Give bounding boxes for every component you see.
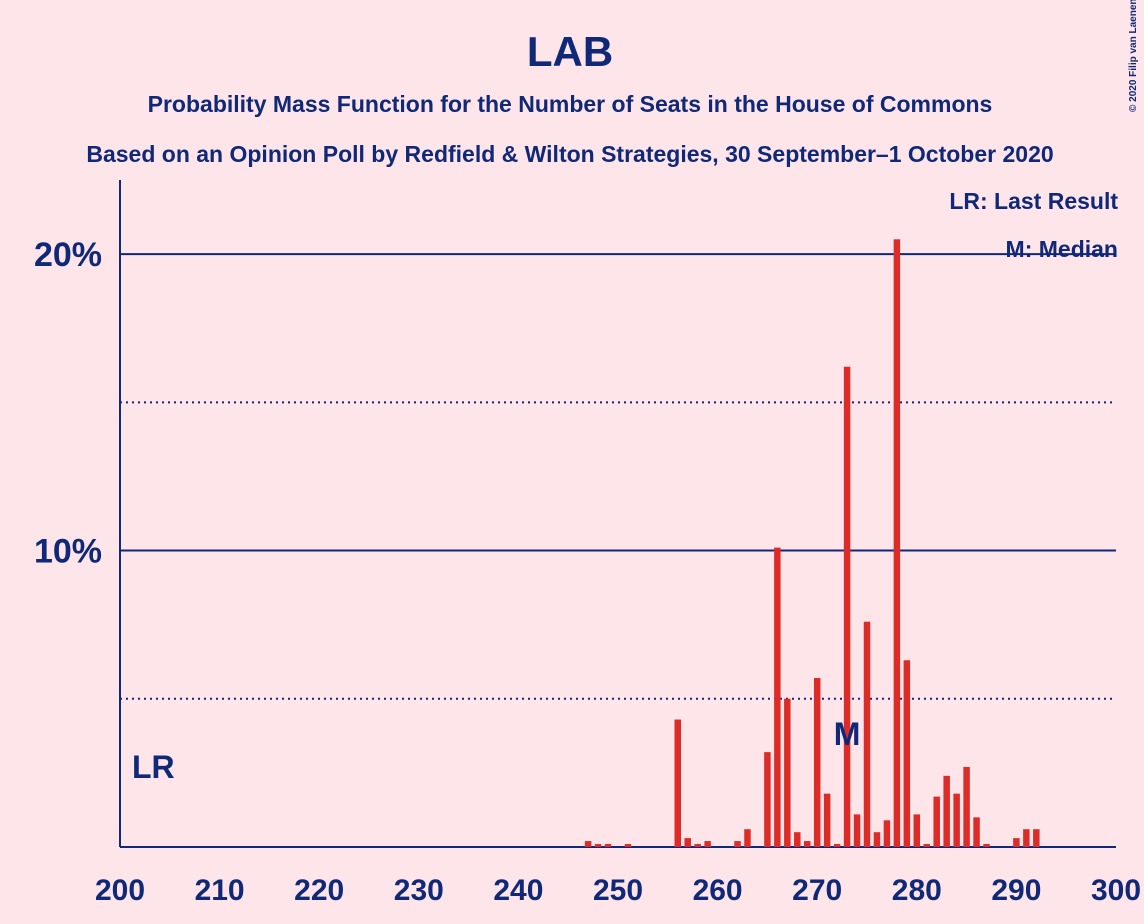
bar <box>833 844 841 847</box>
legend-entry: LR: Last Result <box>949 188 1118 214</box>
bar <box>794 832 801 847</box>
annotation: M <box>834 716 861 752</box>
legend-entry: M: Median <box>1006 236 1118 262</box>
bar <box>624 844 632 847</box>
bar <box>734 841 741 847</box>
bar <box>893 239 901 848</box>
bar <box>704 841 711 847</box>
bar <box>804 841 811 847</box>
bar <box>903 660 911 847</box>
bar <box>963 766 970 847</box>
x-tick-label: 260 <box>693 874 743 907</box>
bar <box>1033 829 1040 847</box>
bar <box>744 829 751 847</box>
x-tick-label: 300 <box>1091 874 1141 907</box>
bar <box>953 793 960 847</box>
bar <box>694 844 701 847</box>
bar <box>813 678 821 847</box>
bar <box>1023 829 1030 847</box>
x-tick-label: 240 <box>493 874 543 907</box>
chart-subtitle: Probability Mass Function for the Number… <box>148 91 993 117</box>
x-tick-label: 250 <box>593 874 643 907</box>
bar <box>923 844 930 847</box>
bar <box>823 793 831 847</box>
bar <box>943 775 950 847</box>
x-tick-label: 220 <box>294 874 344 907</box>
bar <box>973 817 980 847</box>
bar <box>774 547 781 847</box>
bar <box>853 814 861 847</box>
chart-title: LAB <box>527 28 613 75</box>
bar <box>883 820 891 847</box>
bar <box>584 841 592 847</box>
x-tick-label: 280 <box>892 874 942 907</box>
copyright: © 2020 Filip van Laenen <box>1128 0 1139 112</box>
bar <box>674 719 681 847</box>
x-tick-label: 200 <box>95 874 145 907</box>
bar <box>913 814 921 847</box>
bar <box>863 621 871 847</box>
bar <box>684 838 691 847</box>
bar <box>594 844 602 847</box>
bar <box>764 752 771 847</box>
y-tick-label: 10% <box>34 533 102 571</box>
bar <box>933 796 940 847</box>
bar <box>1013 838 1020 847</box>
x-tick-label: 290 <box>991 874 1041 907</box>
bar <box>604 844 612 847</box>
x-tick-label: 230 <box>394 874 444 907</box>
x-tick-label: 210 <box>195 874 245 907</box>
bar <box>983 844 990 847</box>
bar <box>784 698 791 847</box>
bar <box>843 366 851 847</box>
y-tick-label: 20% <box>34 236 102 274</box>
x-tick-label: 270 <box>792 874 842 907</box>
annotation: LR <box>132 749 175 785</box>
bar <box>873 832 881 847</box>
chart-subtitle: Based on an Opinion Poll by Redfield & W… <box>86 141 1053 167</box>
